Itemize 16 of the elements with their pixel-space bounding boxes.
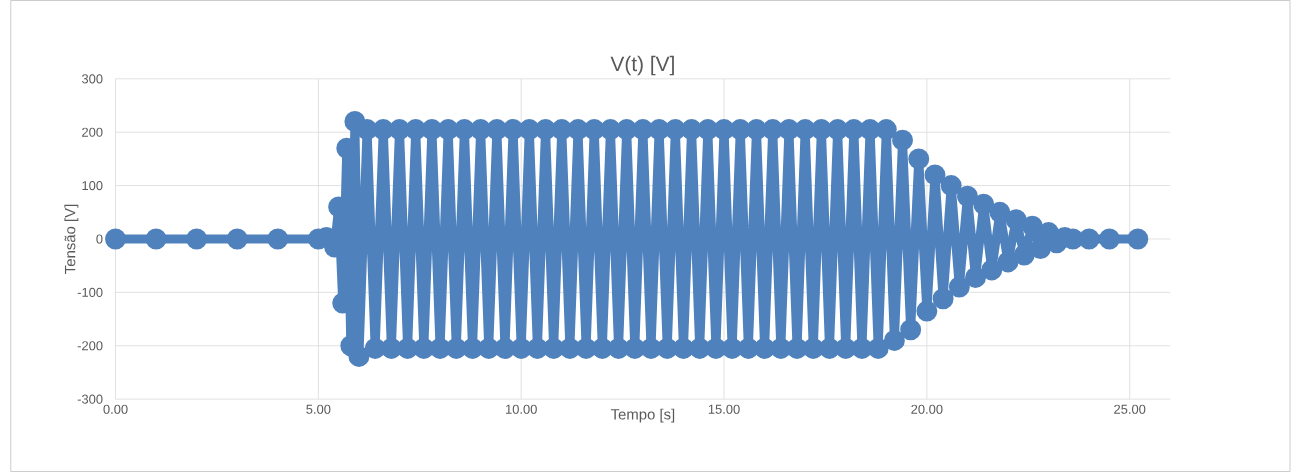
y-tick-label: -100 [77, 287, 103, 297]
x-tick-label: 15.00 [708, 404, 740, 414]
x-tick-label: 5.00 [306, 404, 331, 414]
y-tick-label: 0 [96, 234, 103, 244]
y-tick-label: -200 [77, 341, 103, 351]
x-axis-title: Tempo [s] [610, 408, 675, 423]
x-tick-label: 0.00 [103, 404, 128, 414]
y-tick-label: 100 [82, 181, 103, 191]
y-tick-label: -300 [77, 394, 103, 404]
x-tick-label: 10.00 [506, 404, 537, 414]
x-tick-label: 25.00 [1114, 404, 1146, 414]
x-tick-label: 20.00 [911, 404, 943, 414]
y-tick-label: 300 [81, 74, 103, 84]
y-axis-title: Tensão [V] [64, 204, 79, 274]
y-tick-label: 200 [82, 127, 103, 137]
chart-title: V(t) [V] [610, 55, 674, 76]
